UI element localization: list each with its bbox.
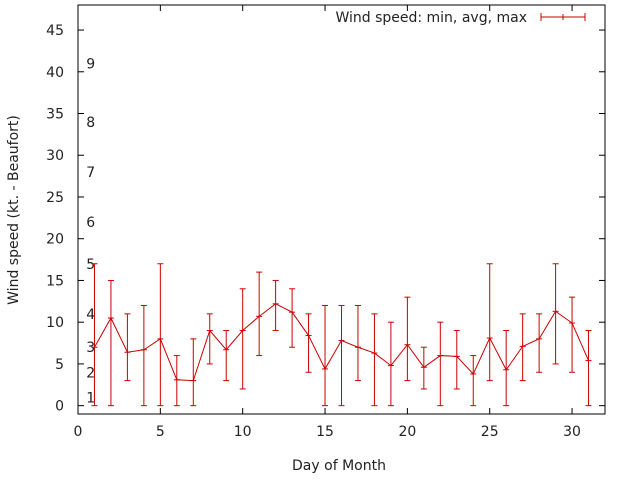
plot-frame xyxy=(77,4,606,415)
x-tick-label: 5 xyxy=(156,424,165,440)
legend-label: Wind speed: min, avg, max xyxy=(335,10,527,26)
beaufort-label: 7 xyxy=(86,165,95,181)
x-tick-label: 20 xyxy=(398,424,416,440)
beaufort-label: 5 xyxy=(86,257,95,273)
beaufort-label: 6 xyxy=(86,215,95,231)
x-axis: 0 5 10 15 20 25 30 xyxy=(74,5,581,440)
beaufort-label: 3 xyxy=(86,340,95,356)
wind-speed-series xyxy=(91,263,592,407)
legend: Wind speed: min, avg, max xyxy=(335,10,586,26)
y-tick-label: 40 xyxy=(46,65,64,81)
x-tick-label: 10 xyxy=(234,424,252,440)
y-tick-label: 10 xyxy=(46,315,64,331)
y-tick-label: 45 xyxy=(46,23,64,39)
y-tick-label: 25 xyxy=(46,190,64,206)
x-tick-label: 25 xyxy=(481,424,499,440)
x-axis-label: Day of Month xyxy=(292,458,386,474)
y-tick-label: 5 xyxy=(55,357,64,373)
beaufort-label: 4 xyxy=(86,307,95,323)
y-tick-label: 15 xyxy=(46,273,64,289)
beaufort-label: 9 xyxy=(86,56,95,72)
y-axis-label: Wind speed (kt. - Beaufort) xyxy=(6,115,22,305)
y-tick-label: 0 xyxy=(55,399,64,415)
y-tick-label: 35 xyxy=(46,107,64,123)
beaufort-label: 1 xyxy=(86,390,95,406)
beaufort-label: 8 xyxy=(86,115,95,131)
beaufort-label: 2 xyxy=(86,365,95,381)
y-tick-label: 30 xyxy=(46,148,64,164)
x-tick-label: 30 xyxy=(563,424,581,440)
x-tick-label: 0 xyxy=(74,424,83,440)
x-tick-label: 15 xyxy=(316,424,334,440)
y-tick-label: 20 xyxy=(46,232,64,248)
beaufort-scale-labels: 1 2 3 4 5 6 7 8 9 xyxy=(86,56,95,406)
avg-line xyxy=(94,303,589,382)
